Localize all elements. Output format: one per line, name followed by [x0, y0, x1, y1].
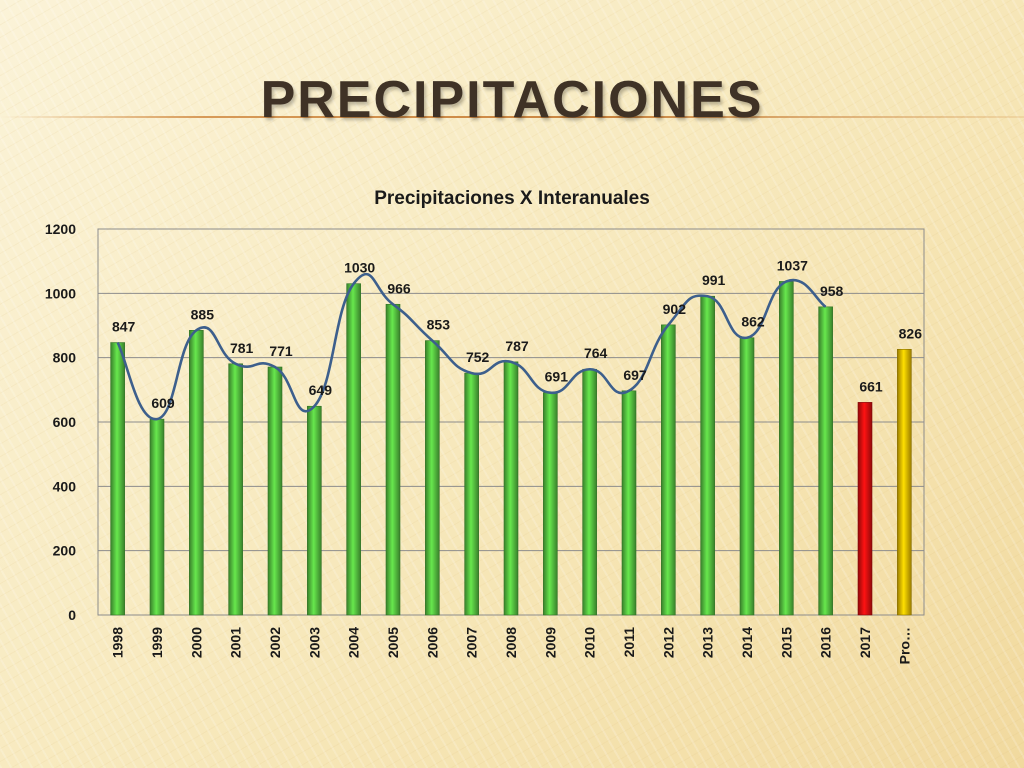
y-tick-label: 200	[53, 543, 77, 559]
x-tick-label: 2009	[542, 627, 558, 658]
data-label: 752	[466, 349, 490, 365]
chart-title: Precipitaciones X Interanuales	[374, 188, 650, 209]
bar-1998	[110, 342, 125, 616]
trend-layer	[116, 272, 827, 421]
data-label: 847	[112, 319, 136, 335]
x-tick-label: 2003	[306, 627, 322, 658]
bar-2005	[385, 303, 401, 616]
data-label: 1037	[777, 257, 808, 273]
bar-2010	[582, 368, 597, 616]
bar-2008	[503, 361, 519, 616]
trendline	[116, 272, 827, 421]
x-tick-label: 2007	[464, 627, 480, 658]
x-tick-label: 2005	[385, 627, 401, 658]
data-label: 787	[505, 338, 529, 354]
x-tick-label: 2010	[582, 627, 598, 658]
x-tick-label: 2013	[700, 627, 716, 658]
y-tick-label: 1200	[45, 221, 76, 237]
x-tick-label: 2017	[857, 627, 873, 658]
data-label: 771	[269, 343, 293, 359]
data-label: 885	[191, 306, 215, 322]
y-axis: 0 200 400 600 800 1000 1200	[45, 221, 76, 623]
data-label: 991	[702, 272, 726, 288]
bar-2012	[661, 324, 676, 616]
y-tick-label: 1000	[45, 285, 76, 301]
bar-2006	[425, 340, 440, 616]
bar-2017	[857, 402, 873, 616]
data-label: 609	[151, 395, 175, 411]
x-axis: 1998 1999 2000 2001 2002 2003 2004 2005 2006 2007…	[110, 627, 913, 665]
x-tick-label: 2015	[778, 627, 794, 658]
x-tick-label: 2006	[424, 627, 440, 658]
bar-2009	[543, 392, 558, 616]
data-label: 1030	[344, 260, 375, 276]
bar-2001	[228, 363, 243, 616]
data-label: 826	[899, 325, 923, 341]
x-tick-label: 2008	[503, 627, 519, 658]
data-label: 966	[387, 280, 411, 296]
decorative-line	[0, 116, 1024, 118]
data-label: 764	[584, 345, 608, 361]
bar-2007	[464, 372, 479, 616]
y-tick-label: 600	[53, 414, 77, 430]
bar-2015	[779, 281, 794, 616]
bar-2011	[621, 390, 637, 616]
x-tick-label: 2014	[739, 627, 755, 658]
x-tick-label: 2012	[660, 627, 676, 658]
bar-2002	[267, 366, 283, 616]
page-title: PRECIPITACIONES	[260, 71, 764, 129]
x-tick-label: 2004	[346, 627, 362, 658]
bar-1999	[149, 418, 165, 616]
x-tick-label: Pro…	[896, 627, 912, 664]
x-tick-label: 2016	[818, 627, 834, 658]
bar-2004	[346, 283, 361, 616]
data-label: 697	[623, 367, 647, 383]
data-label: 958	[820, 283, 844, 299]
bars-layer	[110, 281, 912, 616]
data-label: 649	[309, 382, 333, 398]
data-label: 853	[427, 317, 451, 333]
data-label: 902	[663, 301, 687, 317]
data-label: 661	[859, 378, 883, 394]
bar-2013	[700, 295, 715, 616]
data-label: 862	[741, 314, 765, 330]
labels-layer: 847 609 885 781 771 649 1030 966 853 752 787 691 764…	[112, 257, 922, 411]
x-tick-label: 1999	[149, 627, 165, 658]
y-tick-label: 800	[53, 350, 77, 366]
y-tick-label: 0	[68, 607, 76, 623]
data-label: 781	[230, 340, 254, 356]
bar-2014	[739, 337, 755, 616]
y-tick-label: 400	[53, 478, 77, 494]
bar-2000	[189, 330, 204, 616]
x-tick-label: 2011	[621, 627, 637, 658]
data-label: 691	[545, 369, 569, 385]
x-tick-label: 2001	[228, 627, 244, 658]
x-tick-label: 2002	[267, 627, 283, 658]
bar-2016	[818, 306, 833, 616]
bar-2003	[307, 405, 322, 616]
x-tick-label: 2000	[188, 627, 204, 658]
bar-Pro…	[897, 349, 912, 616]
x-tick-label: 1998	[110, 627, 126, 658]
